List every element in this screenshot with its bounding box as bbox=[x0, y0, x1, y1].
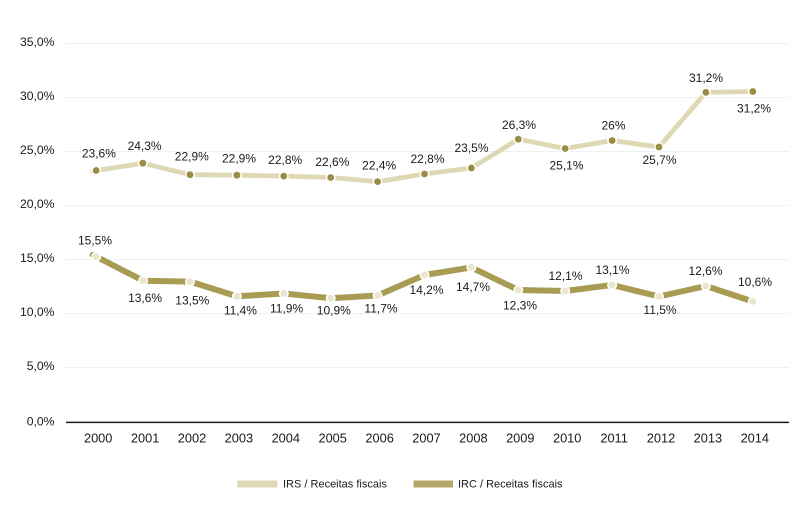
svg-text:25,1%: 25,1% bbox=[549, 159, 583, 173]
svg-text:22,6%: 22,6% bbox=[315, 155, 349, 169]
svg-text:10,6%: 10,6% bbox=[738, 275, 772, 289]
svg-text:2005: 2005 bbox=[318, 430, 346, 445]
svg-text:2002: 2002 bbox=[178, 430, 206, 445]
svg-text:23,6%: 23,6% bbox=[82, 146, 116, 160]
svg-text:35,0%: 35,0% bbox=[20, 35, 55, 49]
svg-text:26,3%: 26,3% bbox=[502, 118, 536, 132]
svg-text:11,4%: 11,4% bbox=[224, 303, 257, 317]
svg-text:2006: 2006 bbox=[365, 430, 393, 445]
svg-text:2007: 2007 bbox=[412, 430, 440, 445]
svg-text:2009: 2009 bbox=[506, 430, 534, 445]
svg-text:22,8%: 22,8% bbox=[410, 152, 444, 166]
svg-text:24,3%: 24,3% bbox=[128, 139, 162, 153]
svg-text:10,9%: 10,9% bbox=[317, 303, 351, 317]
svg-text:2000: 2000 bbox=[84, 430, 112, 445]
svg-text:31,2%: 31,2% bbox=[689, 71, 723, 85]
svg-text:IRS / Receitas fiscais: IRS / Receitas fiscais bbox=[283, 479, 387, 491]
svg-text:2012: 2012 bbox=[647, 430, 675, 445]
svg-text:14,7%: 14,7% bbox=[456, 280, 490, 294]
svg-text:0,0%: 0,0% bbox=[27, 415, 55, 429]
svg-text:IRC / Receitas fiscais: IRC / Receitas fiscais bbox=[458, 479, 563, 491]
svg-text:2001: 2001 bbox=[131, 430, 159, 445]
svg-text:2011: 2011 bbox=[600, 430, 628, 445]
svg-text:11,5%: 11,5% bbox=[643, 303, 676, 317]
svg-text:5,0%: 5,0% bbox=[27, 359, 55, 373]
svg-text:2008: 2008 bbox=[459, 430, 487, 445]
svg-text:2004: 2004 bbox=[272, 430, 300, 445]
svg-text:13,5%: 13,5% bbox=[175, 294, 209, 308]
svg-text:31,2%: 31,2% bbox=[737, 102, 771, 116]
svg-text:13,6%: 13,6% bbox=[128, 291, 162, 305]
svg-text:12,1%: 12,1% bbox=[548, 269, 582, 283]
svg-text:2010: 2010 bbox=[553, 430, 581, 445]
svg-text:22,4%: 22,4% bbox=[362, 158, 396, 172]
svg-text:25,7%: 25,7% bbox=[642, 153, 676, 167]
svg-text:13,1%: 13,1% bbox=[595, 263, 629, 277]
svg-text:15,0%: 15,0% bbox=[20, 251, 55, 265]
svg-text:11,7%: 11,7% bbox=[364, 301, 397, 315]
svg-text:22,9%: 22,9% bbox=[175, 150, 209, 164]
svg-text:20,0%: 20,0% bbox=[20, 197, 55, 211]
svg-text:26%: 26% bbox=[601, 119, 625, 133]
svg-text:2014: 2014 bbox=[741, 430, 769, 445]
svg-text:12,3%: 12,3% bbox=[503, 299, 537, 313]
svg-text:25,0%: 25,0% bbox=[20, 143, 55, 157]
svg-text:23,5%: 23,5% bbox=[454, 141, 488, 155]
svg-text:10,0%: 10,0% bbox=[20, 305, 55, 319]
svg-text:12,6%: 12,6% bbox=[688, 264, 722, 278]
svg-text:14,2%: 14,2% bbox=[409, 283, 443, 297]
svg-text:11,9%: 11,9% bbox=[270, 301, 303, 315]
svg-text:22,9%: 22,9% bbox=[222, 152, 256, 166]
svg-text:2013: 2013 bbox=[694, 430, 722, 445]
svg-text:30,0%: 30,0% bbox=[20, 89, 55, 103]
svg-text:15,5%: 15,5% bbox=[78, 234, 112, 248]
svg-text:2003: 2003 bbox=[225, 430, 253, 445]
svg-text:22,8%: 22,8% bbox=[268, 153, 302, 167]
